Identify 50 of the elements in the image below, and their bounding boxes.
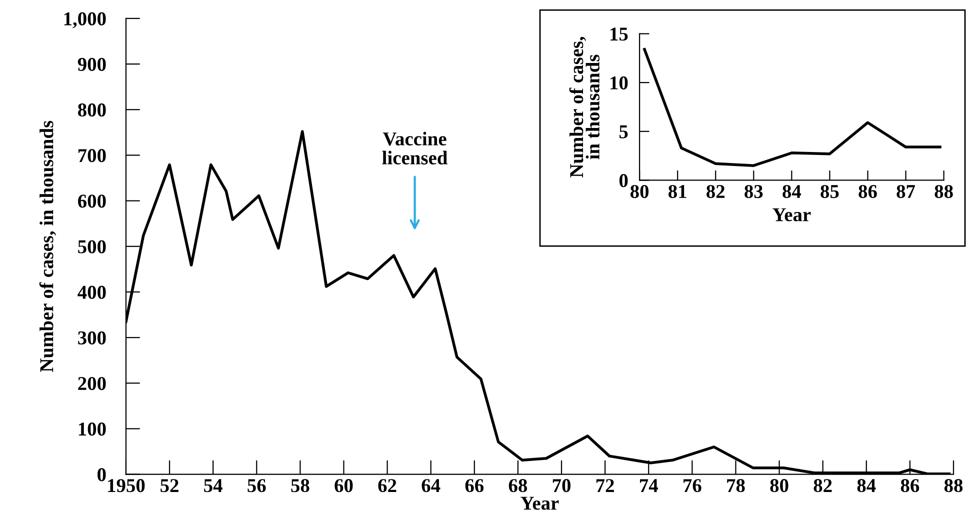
y-axis-title: Number of cases, in thousands bbox=[569, 36, 600, 178]
y-tick-label: 10 bbox=[610, 76, 628, 90]
y-axis-title: Number of cases, in thousands bbox=[39, 120, 56, 372]
x-tick-label: 82 bbox=[706, 184, 724, 198]
y-tick-label: 0 bbox=[619, 174, 628, 188]
x-tick-label: 78 bbox=[727, 479, 745, 492]
x-tick-label: 70 bbox=[552, 479, 570, 492]
y-tick-label: 100 bbox=[78, 422, 106, 436]
y-tick-label: 700 bbox=[78, 149, 106, 162]
x-tick-label: 58 bbox=[291, 479, 310, 492]
x-tick-label: 84 bbox=[857, 479, 876, 492]
x-axis-title: Year bbox=[772, 208, 811, 222]
x-tick-label: 64 bbox=[422, 479, 440, 492]
x-tick-label: 60 bbox=[334, 479, 353, 492]
x-tick-label: 52 bbox=[160, 479, 178, 492]
y-tick-label: 900 bbox=[78, 58, 106, 71]
x-tick-label: 66 bbox=[465, 479, 484, 492]
x-tick-label: 62 bbox=[378, 479, 396, 492]
x-tick-label: 87 bbox=[896, 184, 916, 198]
x-tick-label: 84 bbox=[782, 184, 802, 198]
y-tick-label: 600 bbox=[78, 194, 106, 208]
x-tick-label: 88 bbox=[944, 479, 963, 492]
y-tick-label: 15 bbox=[610, 28, 628, 41]
x-tick-label: 68 bbox=[508, 479, 528, 492]
y-tick-label: 200 bbox=[78, 376, 106, 390]
x-tick-label: 80 bbox=[630, 184, 649, 198]
x-tick-label: 1950 bbox=[108, 479, 145, 492]
y-tick-label: 800 bbox=[78, 103, 106, 117]
x-tick-label: 88 bbox=[934, 184, 953, 198]
annotation: Vaccine licensed bbox=[382, 132, 448, 164]
x-tick-label: 76 bbox=[684, 479, 702, 492]
y-tick-label: 400 bbox=[78, 286, 106, 299]
x-tick-label: 82 bbox=[814, 479, 832, 492]
y-tick-label: 500 bbox=[78, 240, 106, 254]
x-tick-label: 85 bbox=[820, 184, 839, 198]
x-tick-label: 80 bbox=[770, 479, 788, 492]
y-tick-label: 1,000 bbox=[64, 12, 106, 28]
x-tick-label: 81 bbox=[668, 184, 686, 198]
x-tick-label: 86 bbox=[900, 479, 920, 492]
x-tick-label: 54 bbox=[204, 479, 222, 492]
x-tick-label: 72 bbox=[596, 479, 614, 492]
x-tick-label: 86 bbox=[858, 184, 877, 198]
y-tick-label: 300 bbox=[78, 331, 106, 344]
x-tick-label: 83 bbox=[744, 184, 763, 198]
x-axis-title: Year bbox=[520, 496, 559, 510]
y-tick-label: 5 bbox=[619, 125, 628, 138]
y-tick-label: 0 bbox=[98, 468, 106, 482]
x-tick-label: 56 bbox=[248, 479, 266, 492]
line-series bbox=[643, 48, 942, 167]
x-tick-label: 74 bbox=[640, 479, 658, 492]
